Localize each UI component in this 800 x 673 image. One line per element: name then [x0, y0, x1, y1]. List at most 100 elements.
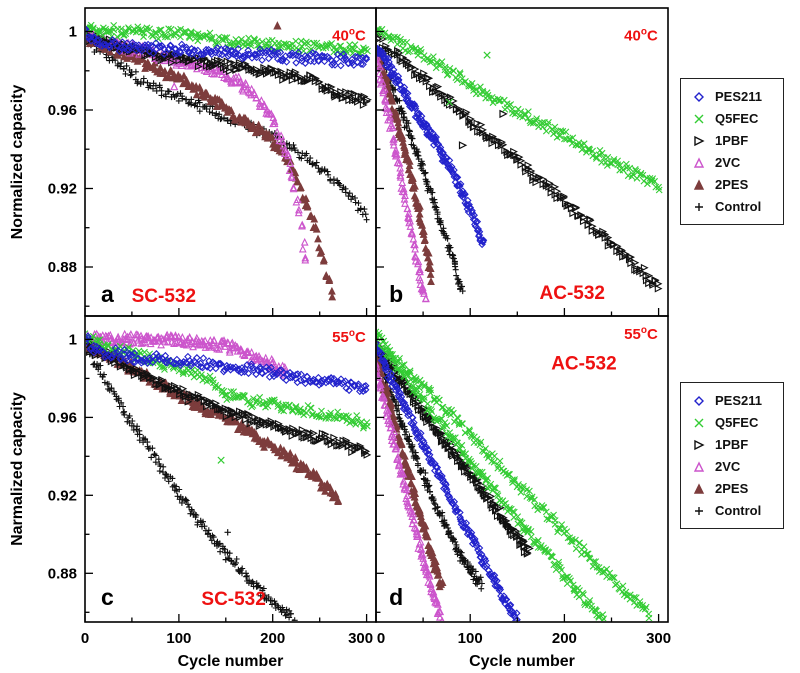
Q5FEC-marker [259, 400, 266, 407]
PES211-marker [456, 513, 464, 521]
Q5FEC-marker [523, 493, 531, 500]
PES211-marker [154, 352, 162, 361]
2PES-marker [396, 128, 405, 137]
Q5FEC-marker [492, 484, 499, 492]
x-icon-glyph [694, 418, 704, 427]
Q5FEC-marker [253, 399, 260, 406]
Q5FEC-marker [336, 42, 344, 50]
2VC-marker [416, 275, 425, 284]
PES211-marker [250, 51, 259, 59]
legend-label: Q5FEC [715, 415, 759, 430]
Control-marker [424, 477, 431, 484]
tri-up-icon-glyph [693, 156, 705, 168]
Q5FEC-marker [292, 37, 300, 45]
legend-label: Q5FEC [715, 111, 759, 126]
PES211-marker [227, 46, 235, 55]
1PBF-marker [226, 67, 234, 76]
PES211-marker [491, 575, 500, 584]
PES211-marker [400, 89, 409, 98]
Control-marker [105, 381, 112, 388]
2VC-marker [377, 57, 382, 66]
PES211-marker [424, 446, 433, 455]
2PES-marker [212, 102, 221, 110]
PES211-marker [377, 345, 381, 353]
1PBF-marker [404, 57, 413, 66]
Q5FEC-marker [441, 66, 449, 74]
1PBF-marker [242, 415, 250, 424]
Q5FEC-marker [465, 455, 473, 463]
PES211-marker [502, 595, 510, 604]
1PBF-marker [420, 404, 429, 413]
2VC-marker [393, 455, 401, 464]
PES211-marker [470, 211, 478, 220]
Control-marker [246, 577, 253, 584]
Q5FEC-marker [250, 35, 258, 43]
Q5FEC-marker [599, 611, 607, 619]
PES211-marker [328, 61, 336, 69]
series-PES211-panel-d [377, 340, 521, 621]
2VC-marker [416, 537, 425, 546]
Control-marker [409, 448, 416, 455]
2PES-marker [211, 93, 219, 102]
Control-marker [464, 559, 471, 566]
PES211-marker [197, 363, 205, 371]
Q5FEC-marker [328, 40, 336, 47]
Q5FEC-marker [317, 413, 325, 421]
Q5FEC-marker [488, 458, 495, 465]
Control-marker [215, 541, 222, 548]
2VC-marker [189, 342, 197, 351]
1PBF-marker [492, 135, 500, 144]
2PES-marker [394, 118, 403, 127]
Control-marker [194, 521, 201, 528]
Control-marker [156, 82, 163, 89]
Control-marker [221, 114, 227, 121]
Control-marker [152, 459, 159, 466]
PES211-marker [113, 349, 121, 357]
Control-marker [409, 441, 416, 448]
Control-marker [406, 438, 413, 445]
Control-marker [145, 445, 152, 452]
PES211-marker [261, 49, 270, 57]
Control-marker [192, 100, 199, 107]
Q5FEC-marker [593, 607, 600, 615]
Q5FEC-marker [415, 384, 423, 392]
PES211-marker [234, 45, 243, 53]
Q5FEC-marker [206, 29, 214, 37]
1PBF-marker [151, 53, 160, 62]
Control-marker [151, 451, 158, 457]
Q5FEC-marker [465, 426, 473, 434]
2VC-marker [401, 191, 409, 200]
PES211-marker [468, 212, 477, 220]
1PBF-marker [146, 373, 155, 382]
Q5FEC-marker [347, 417, 355, 425]
panel-annotation-c: SC-532 [201, 589, 265, 610]
Control-marker [291, 617, 298, 621]
Q5FEC-marker [199, 32, 207, 40]
Q5FEC-marker [519, 113, 526, 121]
Control-marker [330, 176, 337, 183]
Control-marker [421, 170, 428, 177]
Q5FEC-marker [571, 587, 578, 595]
x-axis-label: Cycle number [469, 653, 575, 670]
1PBF-marker [220, 406, 229, 415]
1PBF-marker [454, 457, 462, 466]
2VC-marker [377, 79, 385, 88]
PES211-marker [309, 375, 318, 384]
Q5FEC-marker [557, 127, 565, 135]
Control-marker [140, 79, 147, 86]
plus-icon-glyph [695, 202, 703, 211]
series-PES211-panel-b [377, 44, 488, 249]
PES211-marker [288, 51, 297, 60]
Q5FEC-marker [102, 28, 110, 35]
2VC-marker [406, 222, 415, 230]
1PBF-marker [438, 89, 447, 98]
Q5FEC-marker [610, 574, 618, 582]
2PES-marker [430, 555, 439, 564]
Control-marker [287, 610, 294, 617]
1PBF-marker [560, 192, 569, 201]
2PES-marker [314, 473, 322, 482]
2PES-marker [276, 443, 285, 452]
2VC-marker [234, 72, 243, 81]
2VC-marker [414, 259, 422, 268]
Q5FEC-marker [573, 591, 581, 599]
